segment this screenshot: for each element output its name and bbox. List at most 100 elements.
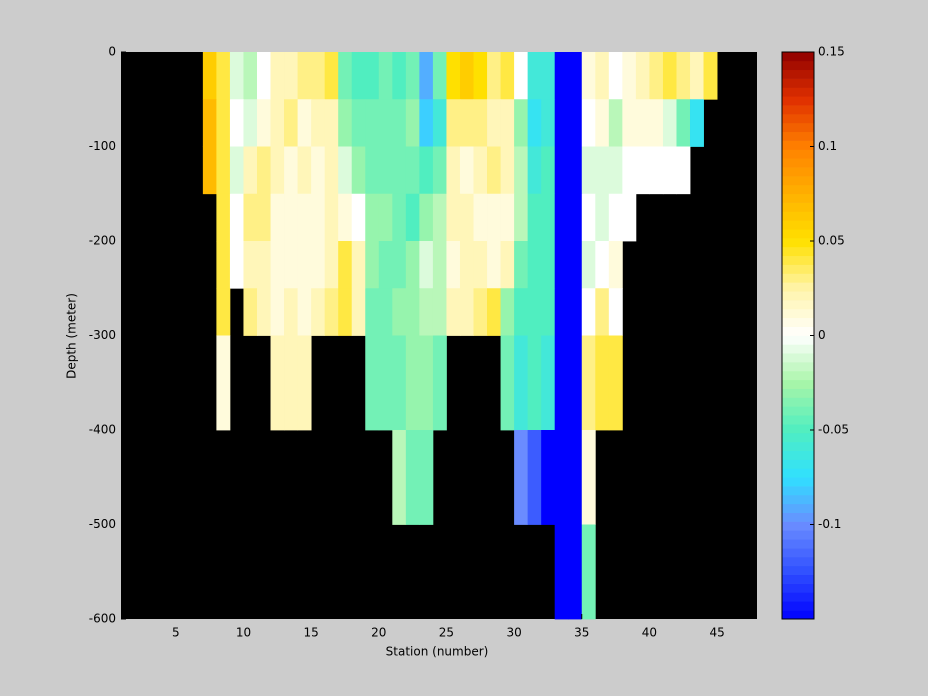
colorbar-tick-label: 0.05: [818, 234, 845, 248]
x-axis-label: Station (number): [386, 645, 489, 659]
cell: [581, 241, 596, 289]
cell: [541, 335, 556, 431]
cell: [608, 146, 623, 195]
colorbar-swatch: [782, 362, 814, 372]
cell: [419, 193, 434, 242]
colorbar-swatch: [782, 388, 814, 398]
colorbar-swatch: [782, 60, 814, 71]
cell: [338, 99, 353, 147]
colorbar-swatch: [782, 592, 814, 602]
cell: [676, 99, 691, 147]
colorbar-swatch: [782, 574, 814, 584]
cell: [446, 146, 461, 195]
colorbar-swatch: [782, 78, 814, 88]
y-tick-label: -300: [89, 328, 116, 342]
cell: [541, 99, 556, 147]
colorbar-swatch: [782, 264, 814, 274]
cell: [446, 52, 461, 100]
cell: [284, 335, 298, 431]
cell: [216, 99, 231, 147]
colorbar-swatch: [782, 96, 814, 106]
cell: [527, 52, 542, 100]
cell: [202, 99, 217, 147]
cell: [392, 335, 407, 431]
cell: [405, 241, 420, 289]
y-tick-label: 0: [108, 45, 116, 59]
cell: [324, 193, 339, 242]
cell: [324, 52, 339, 100]
cell: [419, 241, 434, 289]
cell: [500, 52, 515, 100]
colorbar-swatch: [782, 353, 814, 363]
cell: [635, 52, 650, 100]
cell: [568, 99, 583, 147]
colorbar-swatch: [782, 131, 814, 141]
cell: [622, 193, 637, 242]
colorbar-swatch: [782, 114, 814, 124]
cell: [568, 193, 583, 242]
cell: [473, 241, 488, 289]
cell: [487, 241, 501, 289]
cell: [270, 193, 285, 242]
cell: [270, 52, 285, 100]
cell: [324, 288, 339, 336]
colorbar-swatch: [782, 424, 814, 434]
cell: [581, 524, 596, 620]
y-tick-label: -500: [89, 517, 116, 531]
cell: [581, 288, 596, 336]
cell: [297, 241, 312, 289]
cell: [568, 335, 583, 431]
cell: [432, 193, 447, 242]
cell: [392, 430, 407, 525]
colorbar-swatch: [782, 459, 814, 469]
cell: [297, 335, 312, 431]
cell: [514, 193, 529, 242]
colorbar-swatch: [782, 87, 814, 97]
cell: [500, 193, 515, 242]
cell: [541, 430, 556, 525]
cell: [405, 288, 420, 336]
colorbar-swatch: [782, 397, 814, 407]
x-tick-label: 35: [574, 626, 589, 640]
colorbar-swatch: [782, 308, 814, 319]
cell: [554, 52, 569, 100]
cell: [662, 146, 677, 195]
colorbar-swatch: [782, 521, 814, 531]
cell: [256, 193, 271, 242]
colorbar-swatch: [782, 229, 814, 239]
cell: [595, 241, 610, 289]
cell: [595, 146, 610, 195]
colorbar-tick-label: 0.15: [818, 45, 845, 59]
cell: [311, 52, 326, 100]
cell: [365, 241, 380, 289]
cell: [229, 241, 244, 289]
cell: [419, 146, 434, 195]
cell: [608, 241, 623, 289]
cell: [270, 335, 285, 431]
cell: [473, 288, 488, 336]
cell: [527, 288, 542, 336]
cell: [459, 52, 474, 100]
cell: [635, 146, 650, 195]
colorbar-tick-label: -0.1: [818, 517, 841, 531]
cell: [243, 99, 258, 147]
cell: [284, 99, 298, 147]
cell: [514, 146, 529, 195]
cell: [256, 288, 271, 336]
colorbar-swatch: [782, 565, 814, 576]
cell: [216, 146, 231, 195]
cell: [635, 99, 650, 147]
cell: [581, 146, 596, 195]
cell: [514, 430, 529, 525]
cell: [419, 430, 434, 525]
cell: [297, 193, 312, 242]
colorbar-swatch: [782, 512, 814, 522]
cell: [405, 193, 420, 242]
cell: [459, 241, 474, 289]
cell: [378, 52, 393, 100]
colorbar-swatch: [782, 273, 814, 283]
cell: [541, 146, 556, 195]
cell: [365, 335, 380, 431]
cell: [405, 146, 420, 195]
x-tick-label: 15: [303, 626, 318, 640]
